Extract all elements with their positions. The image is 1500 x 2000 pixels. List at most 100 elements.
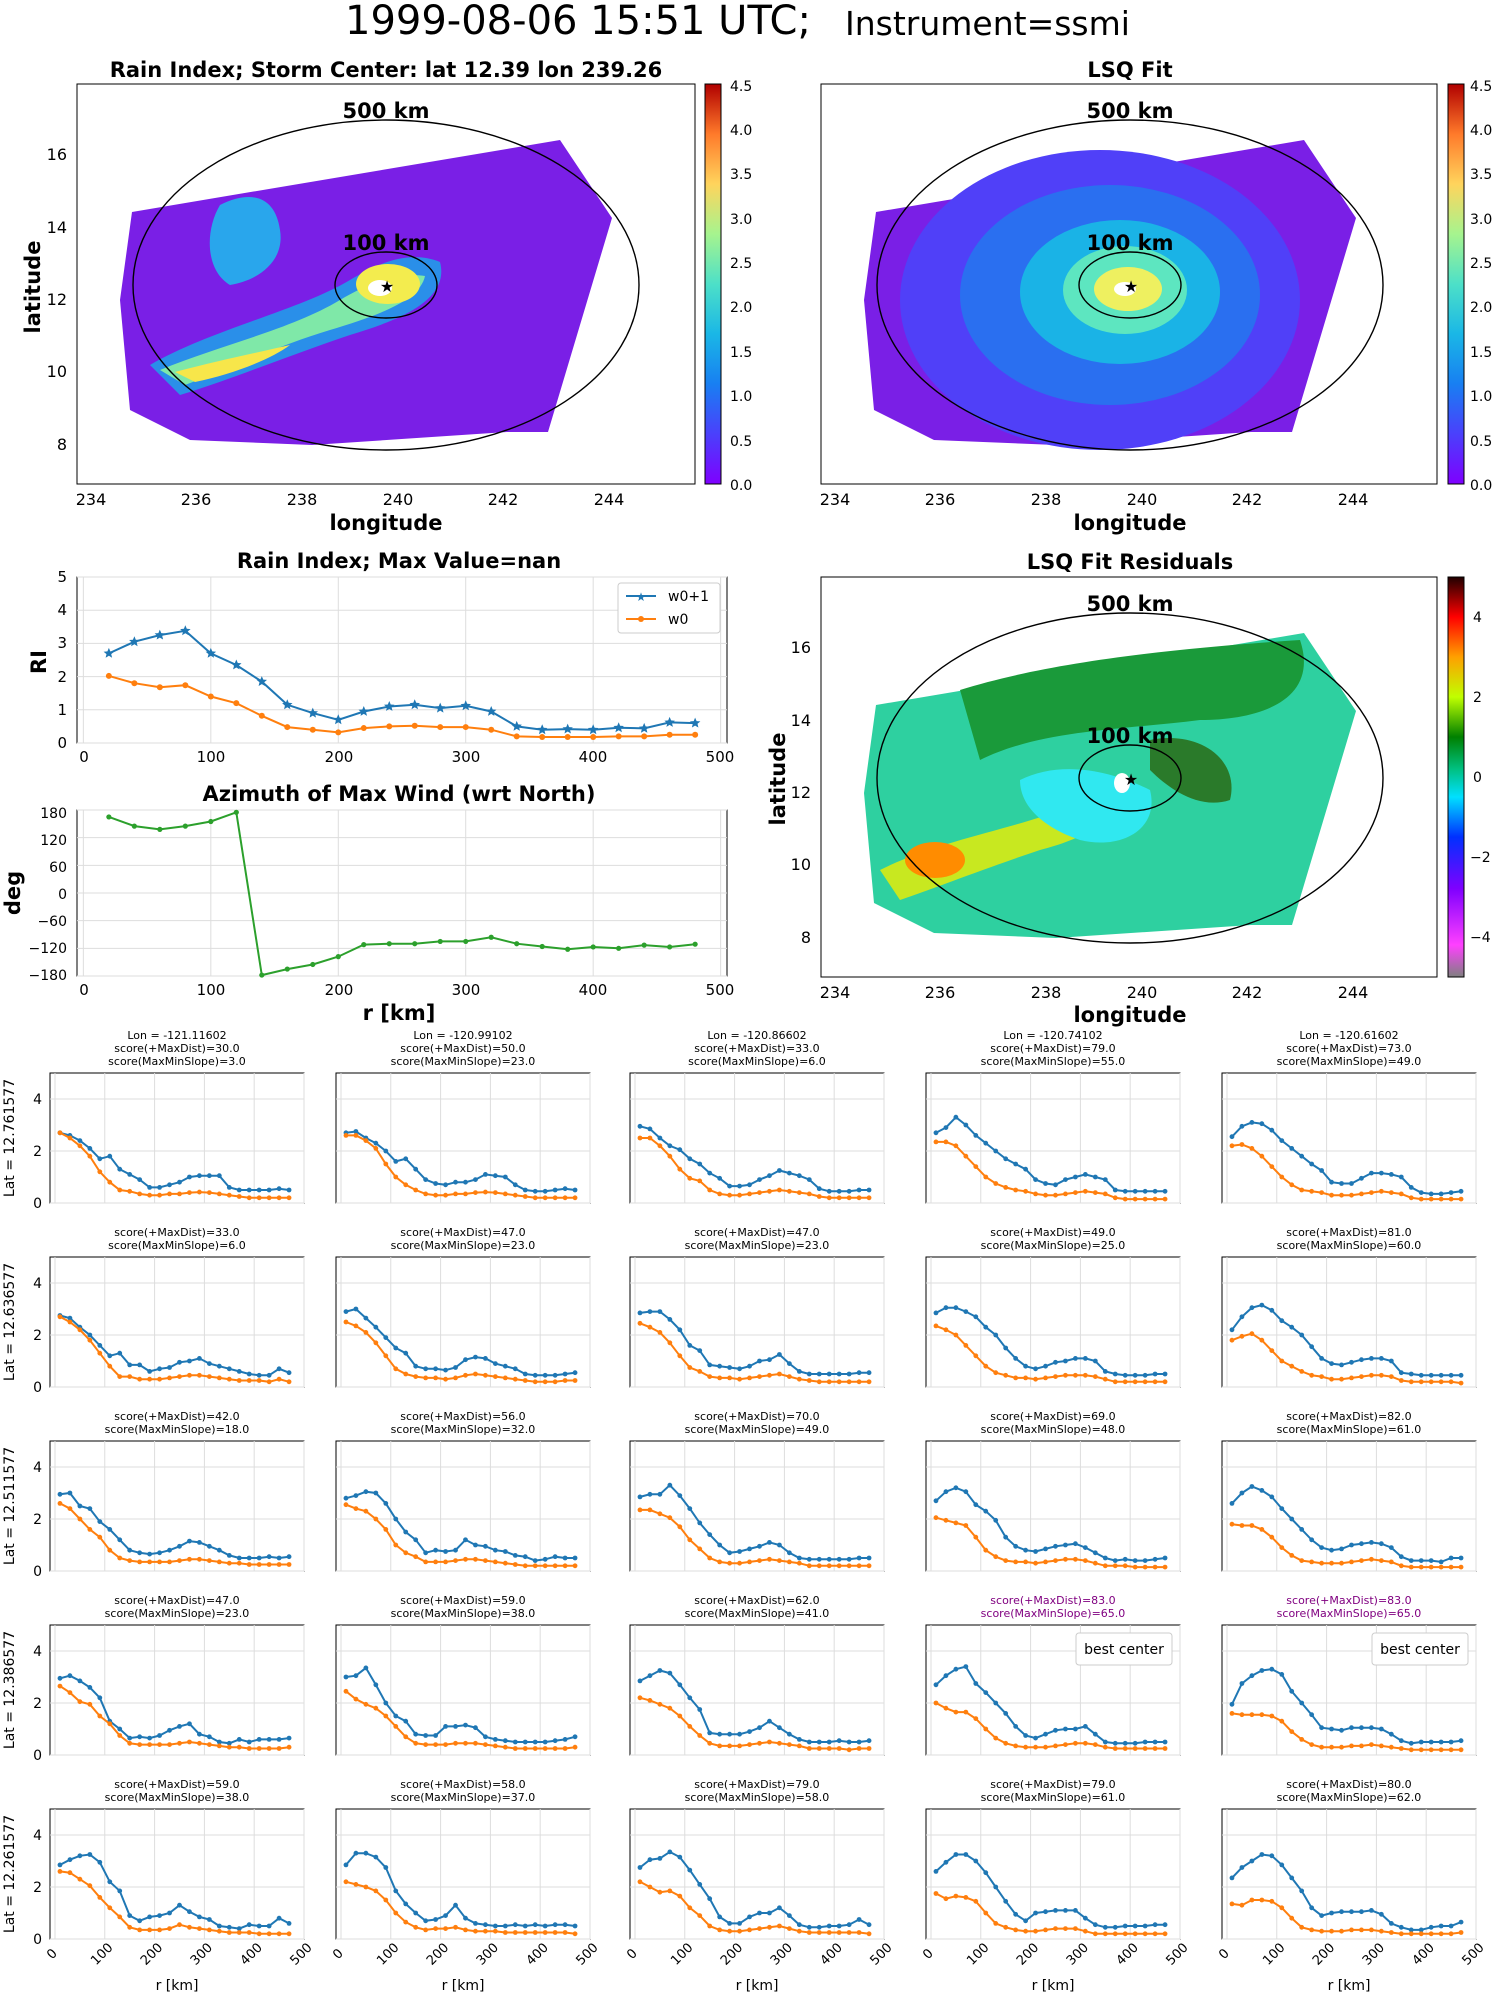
grid-profile-point	[572, 1378, 578, 1383]
grid-profile-point	[1063, 1191, 1068, 1197]
grid-profile-point	[707, 1896, 713, 1902]
grid-profile-point	[542, 1930, 548, 1935]
grid-xtick: 200	[424, 1940, 452, 1968]
grid-profile-point	[177, 1558, 182, 1563]
grid-profile-point	[1408, 1379, 1414, 1385]
grid-profile-point	[717, 1743, 723, 1749]
grid-profile-point	[177, 1359, 182, 1365]
ri-ylabel: RI	[27, 650, 51, 674]
map3-xticks: 234 236 238 240 242 244	[820, 983, 1369, 1002]
map1-ring-100km-label: 100 km	[343, 231, 430, 255]
map2-xticks: 234 236 238 240 242 244	[820, 490, 1369, 509]
grid-xtick: 200	[718, 1940, 746, 1968]
grid-profile-point	[727, 1365, 733, 1370]
az-ytick: −180	[29, 968, 67, 984]
map3-north-green	[960, 640, 1304, 760]
grid-profile-point	[57, 1862, 63, 1868]
grid-profile-point	[1438, 1931, 1444, 1937]
grid-profile-point	[1309, 1742, 1315, 1747]
grid-profile-point	[443, 1926, 448, 1931]
grid-profile-point	[453, 1365, 458, 1370]
grid-profile-point	[1378, 1743, 1384, 1749]
ri-point-w0p1	[689, 717, 701, 728]
grid-xtick: 0	[624, 1946, 640, 1962]
grid-profile-point	[1408, 1931, 1414, 1937]
grid-profile-point	[1043, 1192, 1048, 1198]
grid-profile-point	[856, 1563, 862, 1569]
grid-profile-point	[727, 1550, 733, 1556]
grid-profile-point	[1299, 1332, 1305, 1338]
grid-profile-point	[197, 1356, 202, 1361]
grid-profile-point	[383, 1897, 389, 1903]
map3-cbar-tick: 2	[1473, 690, 1482, 706]
grid-profile-point	[1329, 1547, 1334, 1553]
grid-profile-point	[57, 1130, 63, 1136]
grid-profile-point	[1448, 1739, 1454, 1745]
grid-profile-point	[443, 1724, 448, 1729]
grid-profile-point	[492, 1547, 498, 1553]
grid-profile-point	[1378, 1928, 1384, 1934]
grid-profile-point	[846, 1922, 852, 1928]
grid-profile-point	[637, 1494, 643, 1500]
grid-profile-point	[363, 1884, 369, 1890]
grid-profile-point	[1329, 1910, 1334, 1916]
grid-cell: score(+MaxDist)=33.0score(MaxMinSlope)=6…	[2, 1226, 305, 1396]
grid-profile-point	[532, 1563, 538, 1569]
ri-point-w0p1	[205, 647, 217, 658]
grid-profile-point	[796, 1922, 802, 1928]
grid-profile-point	[453, 1558, 458, 1563]
ri-point-w0p1	[587, 724, 599, 735]
grid-xtick: 100	[1260, 1940, 1288, 1968]
grid-profile-point	[1249, 1305, 1255, 1311]
grid-profile-point	[717, 1375, 723, 1381]
grid-profile-point	[943, 1705, 949, 1711]
grid-cell: score(+MaxDist)=47.0score(MaxMinSlope)=2…	[629, 1226, 885, 1388]
grid-profile-point	[1388, 1731, 1394, 1737]
grid-profile-point	[1398, 1174, 1404, 1180]
grid-profile-point	[1458, 1380, 1464, 1386]
grid-profile-point	[1319, 1725, 1325, 1731]
grid-profile-point	[647, 1673, 653, 1679]
grid-cell: score(+MaxDist)=47.0score(MaxMinSlope)=2…	[335, 1226, 591, 1388]
grid-profile-point	[433, 1547, 439, 1553]
grid-profile-point	[286, 1735, 292, 1741]
grid-profile-point	[137, 1177, 143, 1182]
grid-profile-point	[1438, 1739, 1444, 1745]
ri-point-w0p1	[256, 676, 267, 686]
grid-profile-point	[353, 1673, 359, 1679]
grid-profile-point	[796, 1555, 802, 1561]
grid-profile-point	[1418, 1558, 1424, 1563]
grid-profile-point	[67, 1319, 73, 1325]
grid-profile-point	[117, 1733, 123, 1738]
grid-cell: Lon = -120.61602score(+MaxDist)=73.0scor…	[1221, 1029, 1477, 1204]
grid-profile-point	[226, 1376, 232, 1382]
grid-lon-label: Lon = -120.61602	[1299, 1029, 1398, 1042]
grid-profile-point	[1438, 1379, 1444, 1385]
grid-profile-point	[562, 1371, 568, 1377]
grid-profile-point	[403, 1550, 409, 1556]
grid-profile-point	[167, 1375, 172, 1381]
grid-profile-point	[1319, 1913, 1325, 1918]
grid-profile-point	[866, 1931, 872, 1937]
grid-profile-point	[697, 1178, 703, 1184]
grid-profile-point	[767, 1910, 772, 1916]
grid-profile-point	[1349, 1725, 1354, 1731]
grid-profile-point	[363, 1315, 369, 1321]
grid-profile-point	[1053, 1908, 1058, 1913]
ri-xtick: 300	[452, 748, 481, 766]
rain-index-map: Rain Index; Storm Center: lat 12.39 lon …	[21, 58, 752, 535]
ri-point-w0p1	[333, 714, 344, 725]
grid-profile-point	[423, 1375, 429, 1381]
grid-profile-point	[1438, 1559, 1444, 1565]
grid-profile-point	[443, 1913, 448, 1918]
grid-profile-point	[1269, 1494, 1275, 1500]
grid-cell-frame	[629, 1808, 885, 1940]
grid-profile-point	[757, 1190, 762, 1195]
grid-profile-point	[1359, 1927, 1364, 1933]
ri-point-w0p1	[180, 625, 191, 636]
grid-profile-point	[532, 1746, 538, 1751]
grid-profile-point	[836, 1930, 842, 1935]
map3-ring-100km-label: 100 km	[1087, 724, 1174, 748]
grid-profile-point	[107, 1547, 113, 1553]
map1-cbar-tick: 4.5	[730, 79, 752, 95]
